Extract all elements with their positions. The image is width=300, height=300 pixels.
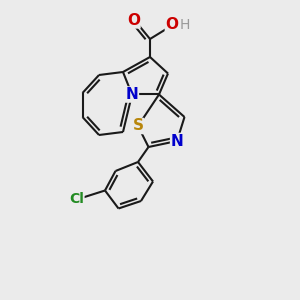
Text: O: O <box>127 13 140 28</box>
Text: N: N <box>126 87 138 102</box>
Text: N: N <box>171 134 183 148</box>
Text: O: O <box>165 17 178 32</box>
Text: H: H <box>180 18 190 32</box>
Text: S: S <box>133 118 143 134</box>
Text: Cl: Cl <box>69 192 84 206</box>
